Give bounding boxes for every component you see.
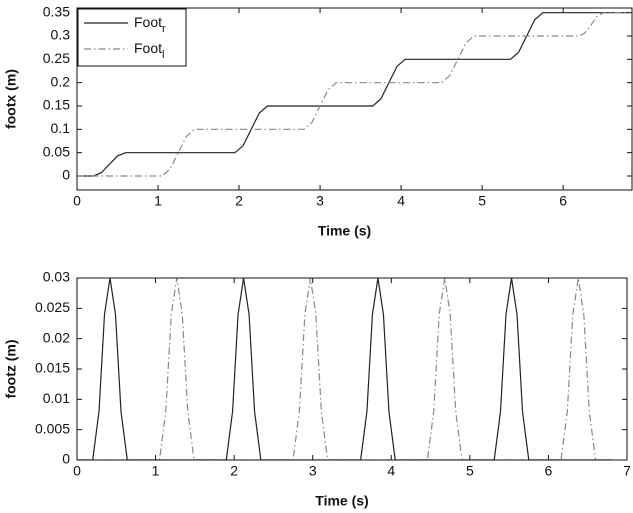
y-axis-label: footz (m) (3, 339, 19, 398)
series-line (77, 12, 628, 177)
legend-label: Footr (134, 14, 166, 35)
x-tick-label: 1 (152, 463, 160, 479)
x-tick-label: 5 (478, 193, 486, 209)
x-axis-label: Time (s) (315, 493, 368, 509)
y-tick-label: 0.25 (43, 50, 70, 66)
x-tick-label: 1 (154, 193, 162, 209)
x-tick-label: 4 (387, 463, 395, 479)
x-tick-label: 3 (309, 463, 317, 479)
x-tick-label: 7 (623, 463, 631, 479)
series-line (77, 278, 612, 460)
x-tick-label: 3 (316, 193, 324, 209)
x-tick-label: 0 (73, 193, 81, 209)
x-tick-label: 5 (466, 463, 474, 479)
y-tick-label: 0.03 (43, 269, 70, 285)
x-tick-label: 4 (397, 193, 405, 209)
x-tick-label: 2 (230, 463, 238, 479)
y-tick-label: 0.005 (35, 420, 70, 436)
y-tick-label: 0.015 (35, 360, 70, 376)
y-tick-label: 0.05 (43, 143, 70, 159)
y-tick-label: 0.01 (43, 390, 70, 406)
plot-frame (76, 277, 628, 461)
y-tick-label: 0.35 (43, 3, 70, 19)
legend-box (77, 8, 187, 67)
x-tick-label: 6 (559, 193, 567, 209)
y-tick-label: 0 (62, 451, 70, 467)
y-tick-label: 0.1 (51, 120, 71, 136)
plot-frame (76, 7, 633, 191)
y-axis-label: footx (m) (3, 69, 19, 129)
y-tick-label: 0.3 (51, 27, 71, 43)
y-tick-label: 0.025 (35, 299, 70, 315)
y-tick-label: 0.15 (43, 97, 70, 113)
x-tick-label: 2 (235, 193, 243, 209)
x-tick-label: 0 (73, 463, 81, 479)
y-tick-label: 0.02 (43, 329, 70, 345)
y-tick-label: 0 (62, 167, 70, 183)
y-tick-label: 0.2 (51, 73, 71, 89)
x-tick-label: 6 (545, 463, 553, 479)
x-axis-label: Time (s) (318, 223, 371, 239)
legend-label: Footl (134, 40, 164, 61)
series-line (77, 278, 612, 460)
